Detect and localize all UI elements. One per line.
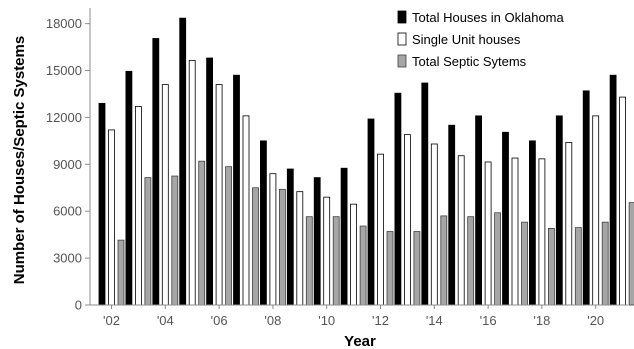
bar bbox=[511, 157, 519, 306]
bar bbox=[206, 57, 214, 306]
bar bbox=[108, 129, 115, 306]
bar bbox=[179, 17, 187, 306]
y-tick-label: 6000 bbox=[53, 204, 82, 219]
bar bbox=[350, 203, 358, 306]
bar bbox=[601, 221, 609, 306]
legend-swatch bbox=[397, 54, 407, 68]
x-axis: '02 '04 '06 '08 '10 '12 '14 '16 '18 '20 bbox=[90, 304, 628, 328]
bar bbox=[386, 231, 394, 306]
x-tick-label: '06 bbox=[211, 313, 228, 328]
bar bbox=[125, 70, 133, 306]
bar bbox=[161, 84, 169, 306]
x-tick-label: '10 bbox=[318, 313, 335, 328]
x-tick-label: '04 bbox=[157, 313, 174, 328]
bar bbox=[628, 202, 634, 306]
bar bbox=[413, 231, 421, 306]
bar bbox=[548, 228, 555, 306]
y-tick-label: 3000 bbox=[53, 251, 82, 266]
bar bbox=[582, 90, 590, 306]
y-tick-label: 12000 bbox=[46, 110, 82, 125]
bar bbox=[592, 115, 600, 306]
legend-label: Total Septic Sytems bbox=[412, 54, 527, 69]
bar bbox=[555, 115, 563, 306]
legend: Total Houses in Oklahoma Single Unit hous… bbox=[397, 10, 565, 69]
x-tick-label: '12 bbox=[372, 313, 389, 328]
bar bbox=[323, 196, 331, 306]
legend-swatch bbox=[397, 10, 407, 24]
bar bbox=[225, 166, 233, 306]
bar bbox=[242, 115, 250, 306]
bar bbox=[565, 142, 573, 306]
bar bbox=[484, 161, 492, 306]
bar bbox=[215, 84, 223, 306]
bar bbox=[538, 158, 546, 306]
bar bbox=[313, 177, 321, 306]
x-tick-label: '20 bbox=[587, 313, 604, 328]
y-tick-label: 15000 bbox=[46, 63, 82, 78]
bar bbox=[619, 96, 626, 306]
bar bbox=[430, 143, 438, 306]
bar bbox=[377, 153, 384, 306]
legend-label: Total Houses in Oklahoma bbox=[412, 10, 565, 25]
y-tick-label: 9000 bbox=[53, 157, 82, 172]
bar bbox=[286, 168, 294, 306]
bar bbox=[394, 92, 402, 306]
x-tick-label: '08 bbox=[264, 313, 281, 328]
bar bbox=[117, 239, 125, 306]
bar bbox=[340, 167, 348, 306]
y-axis-title: Number of Houses/Septic Systems bbox=[11, 36, 28, 284]
bar bbox=[403, 134, 411, 306]
bar bbox=[134, 106, 142, 306]
bar bbox=[171, 175, 179, 306]
bar bbox=[502, 131, 509, 306]
y-tick-label: 0 bbox=[75, 298, 82, 313]
bar bbox=[252, 187, 259, 306]
bar bbox=[367, 118, 375, 306]
bar bbox=[609, 74, 617, 306]
x-tick-label: '18 bbox=[533, 313, 550, 328]
x-axis-title: Year bbox=[344, 333, 376, 349]
bar bbox=[574, 227, 582, 306]
x-tick-label: '14 bbox=[426, 313, 443, 328]
bar bbox=[144, 177, 152, 306]
bar bbox=[305, 216, 313, 306]
legend-swatch bbox=[397, 32, 407, 46]
bar bbox=[98, 102, 106, 306]
bar bbox=[152, 38, 160, 306]
bar bbox=[421, 82, 429, 306]
bar bbox=[259, 140, 267, 306]
bar bbox=[269, 173, 277, 306]
bar bbox=[198, 160, 206, 306]
bar bbox=[440, 215, 448, 306]
plot-area bbox=[98, 17, 634, 306]
bar bbox=[529, 140, 536, 306]
bar bbox=[278, 188, 286, 306]
x-tick-label: '02 bbox=[103, 313, 120, 328]
legend-label: Single Unit houses bbox=[412, 32, 521, 47]
y-axis: 0 3000 6000 9000 12000 15000 18000 bbox=[46, 8, 91, 313]
bar bbox=[188, 59, 196, 306]
y-tick-label: 18000 bbox=[46, 16, 82, 31]
bar bbox=[467, 216, 475, 306]
bar bbox=[457, 155, 465, 306]
bar bbox=[233, 74, 240, 306]
x-tick-label: '16 bbox=[480, 313, 497, 328]
bar bbox=[448, 124, 456, 306]
bar bbox=[521, 221, 528, 306]
bar bbox=[332, 216, 340, 306]
bar bbox=[296, 191, 304, 306]
bar bbox=[494, 212, 502, 306]
bar bbox=[359, 225, 367, 306]
bar bbox=[475, 115, 483, 306]
